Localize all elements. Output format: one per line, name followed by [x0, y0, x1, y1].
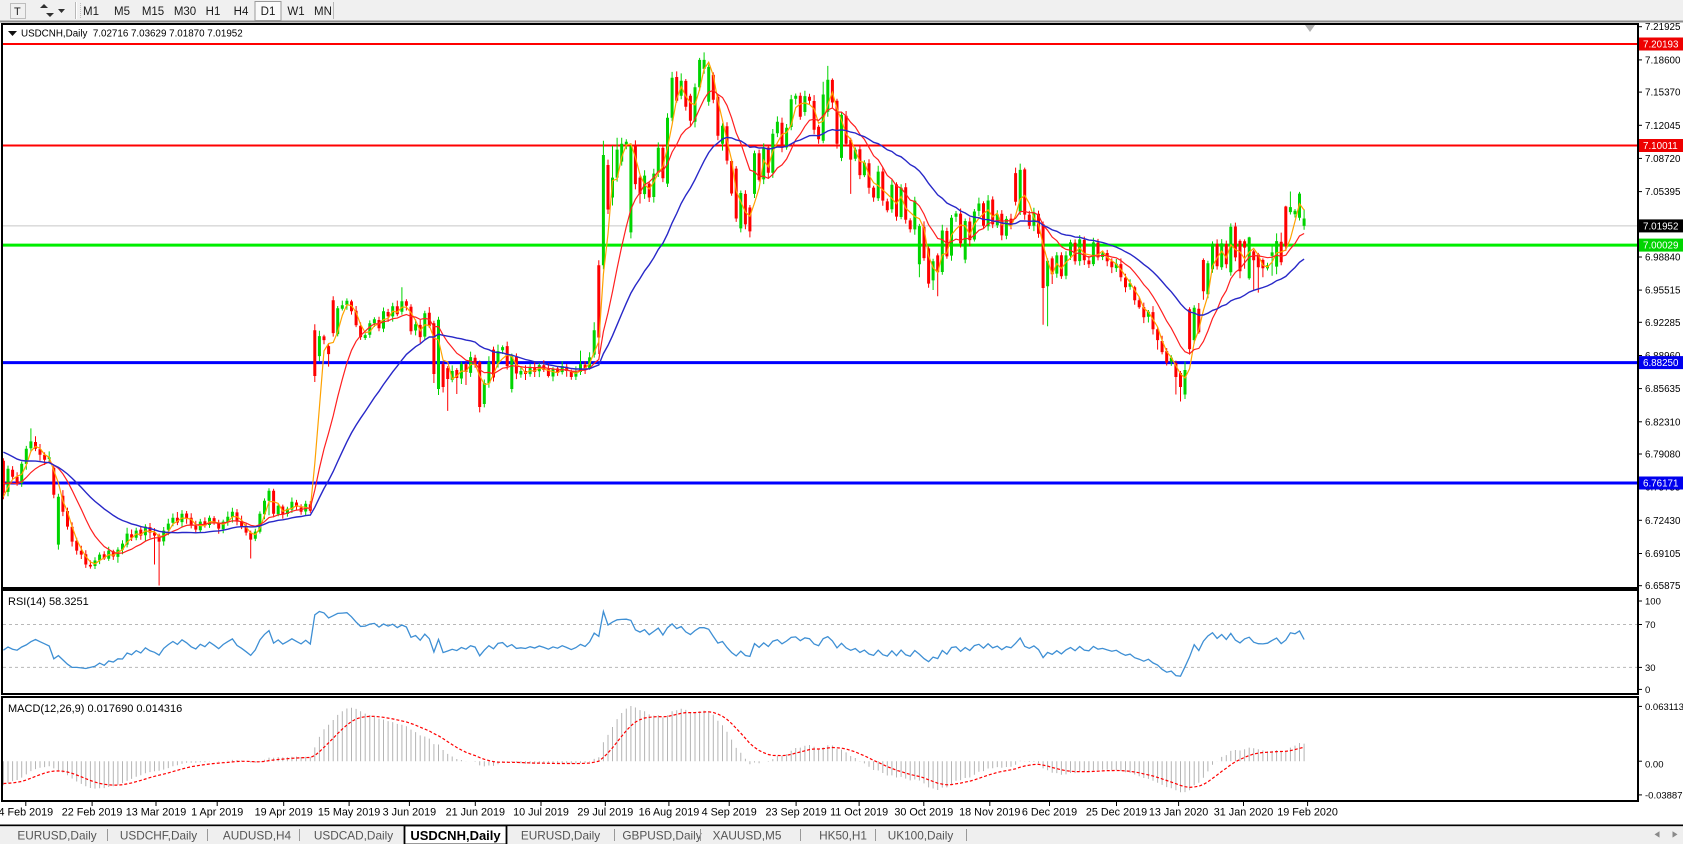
svg-text:T: T	[14, 6, 21, 18]
svg-text:22 Feb 2019: 22 Feb 2019	[62, 807, 123, 819]
svg-text:H1: H1	[206, 6, 221, 18]
svg-text:7.15370: 7.15370	[1645, 88, 1681, 99]
svg-text:6 Dec 2019: 6 Dec 2019	[1022, 807, 1077, 819]
svg-text:4 Feb 2019: 4 Feb 2019	[0, 807, 53, 819]
svg-text:7.01952: 7.01952	[1643, 221, 1678, 232]
svg-text:6.85635: 6.85635	[1645, 384, 1681, 395]
svg-text:6.65875: 6.65875	[1645, 581, 1681, 592]
svg-text:UK100,Daily: UK100,Daily	[888, 829, 954, 843]
svg-text:31 Jan 2020: 31 Jan 2020	[1214, 807, 1273, 819]
svg-text:XAUUSD,M5: XAUUSD,M5	[713, 829, 782, 843]
svg-text:6.82310: 6.82310	[1645, 417, 1681, 428]
svg-text:USDCNH,Daily: USDCNH,Daily	[410, 828, 501, 843]
svg-text:0.00: 0.00	[1645, 760, 1664, 771]
svg-text:100: 100	[1645, 597, 1661, 608]
svg-text:6.88250: 6.88250	[1643, 358, 1679, 369]
svg-text:10 Jul 2019: 10 Jul 2019	[513, 807, 569, 819]
svg-text:MN: MN	[314, 6, 332, 18]
svg-text:21 Jun 2019: 21 Jun 2019	[446, 807, 505, 819]
svg-text:M30: M30	[174, 6, 196, 18]
svg-text:15 May 2019: 15 May 2019	[318, 807, 380, 819]
svg-text:MACD(12,26,9) 0.017690 0.01431: MACD(12,26,9) 0.017690 0.014316	[8, 703, 182, 715]
svg-text:7.12045: 7.12045	[1645, 121, 1681, 132]
svg-text:29 Jul 2019: 29 Jul 2019	[577, 807, 633, 819]
svg-text:30: 30	[1645, 663, 1656, 674]
svg-text:-0.038872: -0.038872	[1645, 790, 1683, 801]
svg-text:6.79080: 6.79080	[1645, 450, 1681, 461]
svg-text:25 Dec 2019: 25 Dec 2019	[1086, 807, 1147, 819]
svg-text:H4: H4	[234, 6, 249, 18]
svg-text:EURUSD,Daily: EURUSD,Daily	[521, 829, 600, 843]
svg-text:USDCNH,Daily 7.02716 7.03629: USDCNH,Daily 7.02716 7.03629 7.01870 7.0…	[21, 29, 243, 40]
svg-text:6.95515: 6.95515	[1645, 286, 1681, 297]
svg-text:13 Mar 2019: 13 Mar 2019	[126, 807, 187, 819]
svg-text:6.98840: 6.98840	[1645, 253, 1681, 264]
svg-text:6.72430: 6.72430	[1645, 516, 1681, 527]
svg-text:7.21925: 7.21925	[1645, 22, 1681, 33]
svg-text:M1: M1	[83, 6, 99, 18]
svg-text:6.69105: 6.69105	[1645, 549, 1681, 560]
svg-text:3 Jun 2019: 3 Jun 2019	[383, 807, 436, 819]
svg-text:19 Apr 2019: 19 Apr 2019	[255, 807, 313, 819]
svg-text:6.76171: 6.76171	[1643, 479, 1678, 490]
svg-text:19 Feb 2020: 19 Feb 2020	[1277, 807, 1338, 819]
svg-text:11 Oct 2019: 11 Oct 2019	[830, 807, 888, 819]
svg-text:23 Sep 2019: 23 Sep 2019	[765, 807, 826, 819]
svg-text:16 Aug 2019: 16 Aug 2019	[639, 807, 700, 819]
svg-text:RSI(14) 58.3251: RSI(14) 58.3251	[8, 596, 89, 608]
svg-text:4 Sep 2019: 4 Sep 2019	[702, 807, 757, 819]
svg-text:AUDUSD,H4: AUDUSD,H4	[223, 829, 292, 843]
svg-text:1 Apr 2019: 1 Apr 2019	[191, 807, 243, 819]
svg-text:18 Nov 2019: 18 Nov 2019	[959, 807, 1020, 819]
svg-text:7.18600: 7.18600	[1645, 55, 1681, 66]
svg-text:HK50,H1: HK50,H1	[819, 829, 867, 843]
svg-text:0.063113: 0.063113	[1645, 702, 1683, 713]
svg-text:W1: W1	[287, 6, 304, 18]
svg-text:70: 70	[1645, 620, 1656, 631]
svg-text:M5: M5	[114, 6, 130, 18]
svg-text:USDCHF,Daily: USDCHF,Daily	[120, 829, 197, 843]
svg-text:USDCAD,Daily: USDCAD,Daily	[314, 829, 393, 843]
svg-text:7.10011: 7.10011	[1643, 141, 1678, 152]
svg-text:EURUSD,Daily: EURUSD,Daily	[17, 829, 96, 843]
svg-text:GBPUSD,Daily: GBPUSD,Daily	[622, 829, 701, 843]
svg-text:7.05395: 7.05395	[1645, 187, 1681, 198]
svg-text:6.92285: 6.92285	[1645, 318, 1681, 329]
svg-text:M15: M15	[142, 6, 164, 18]
svg-text:7.08720: 7.08720	[1645, 154, 1681, 165]
svg-text:7.00029: 7.00029	[1643, 241, 1678, 252]
svg-text:30 Oct 2019: 30 Oct 2019	[894, 807, 953, 819]
svg-text:D1: D1	[261, 6, 276, 18]
svg-text:13 Jan 2020: 13 Jan 2020	[1149, 807, 1208, 819]
svg-text:7.20193: 7.20193	[1643, 40, 1679, 51]
svg-text:0: 0	[1645, 685, 1650, 696]
